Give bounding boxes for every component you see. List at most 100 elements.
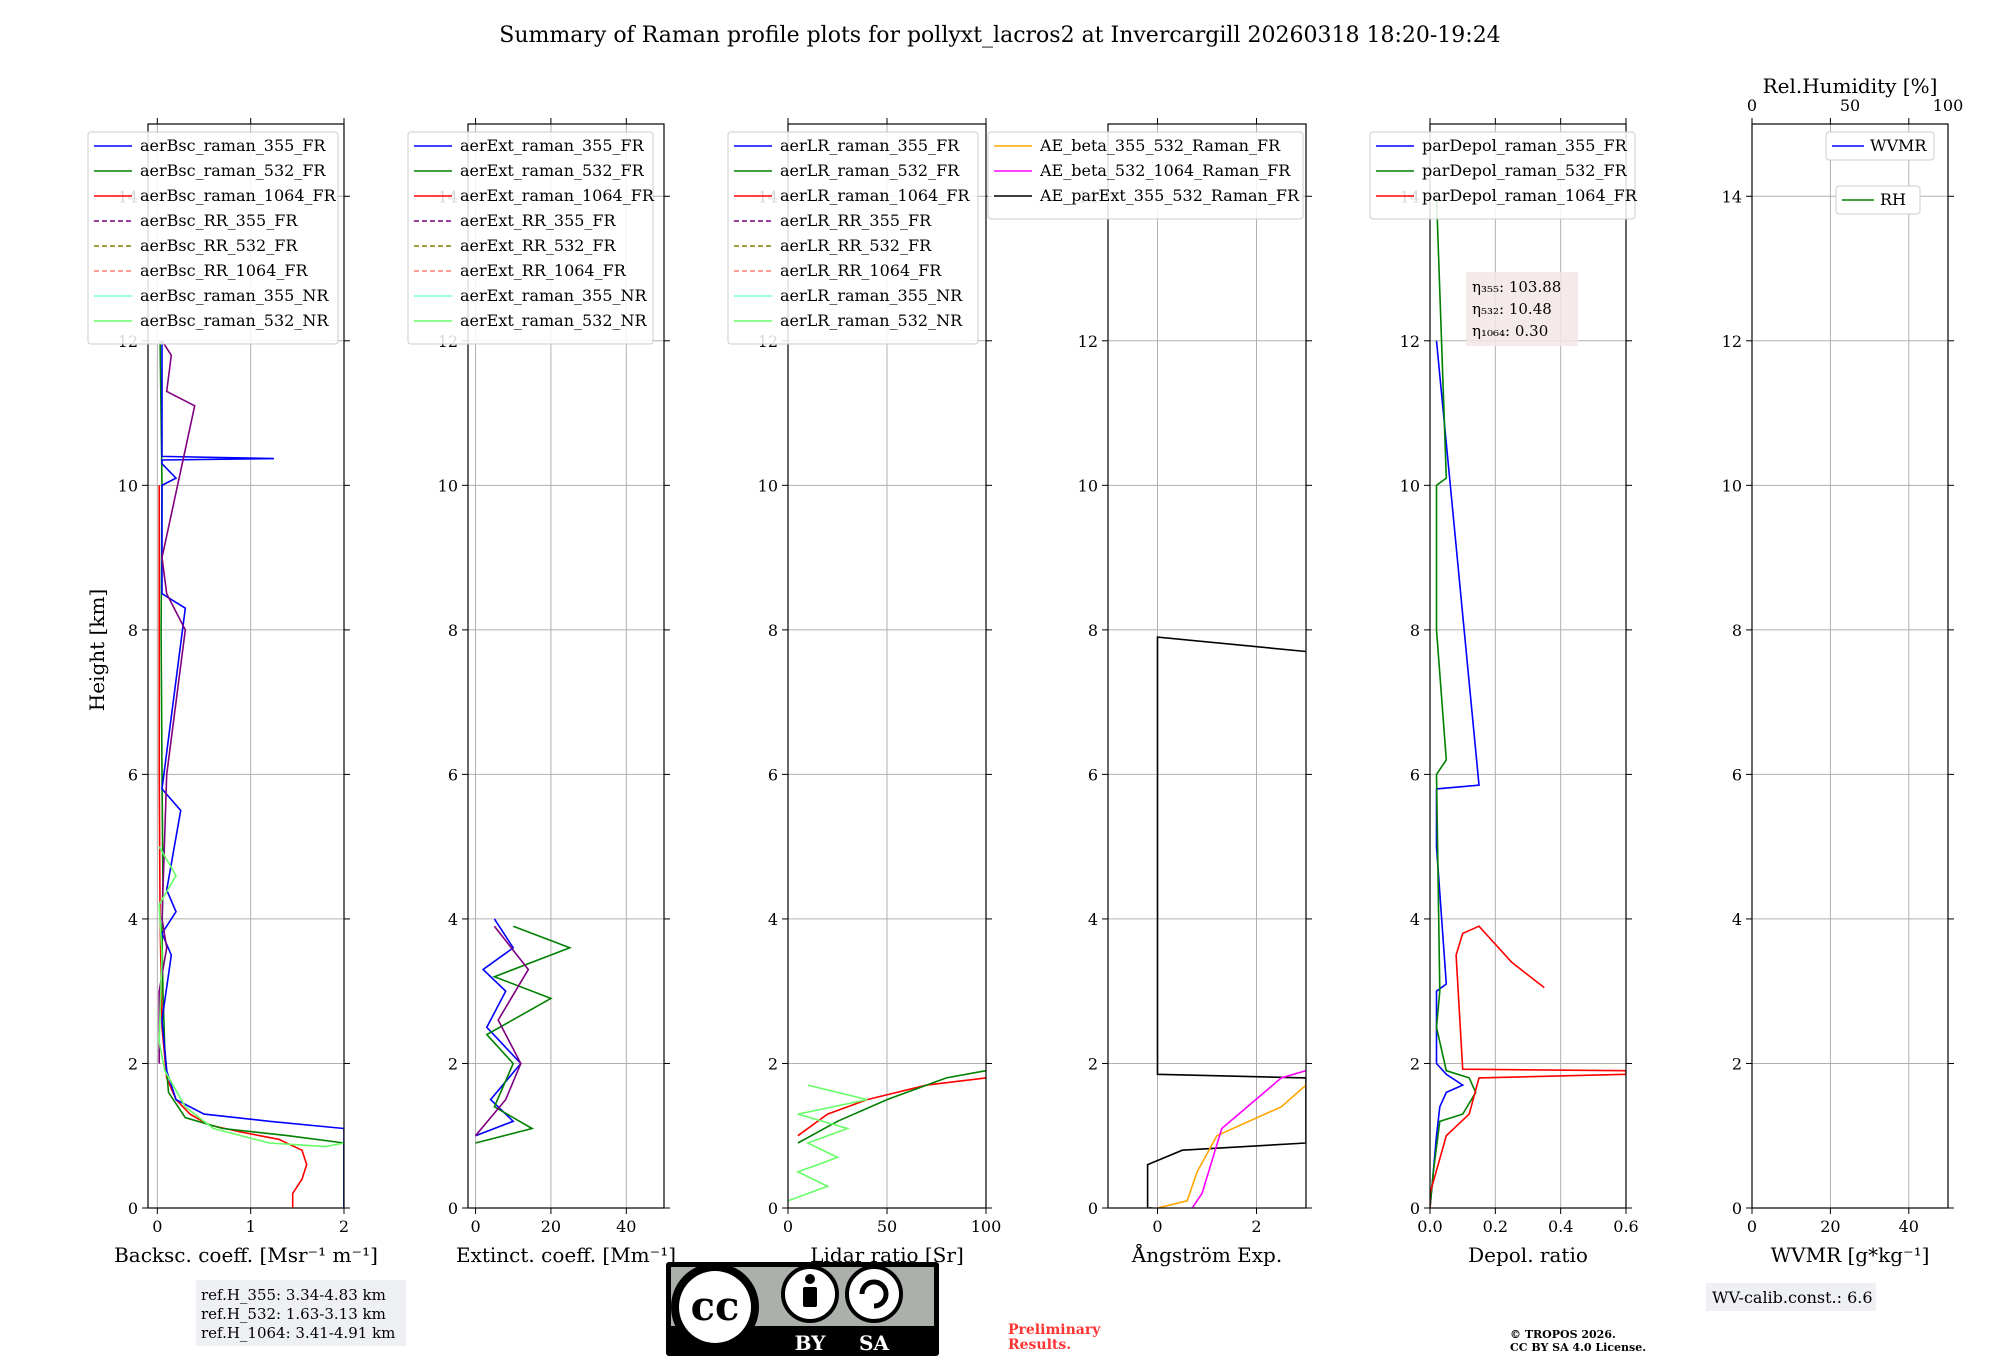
series-AE_beta_355_532_Raman_FR	[1157, 1084, 1306, 1208]
panel-wvmr: 0 20 40 0 2 4 6 8 10 12 14 WVMR [g*kg⁻¹] Rel.Humidit…	[1722, 74, 1964, 1267]
legend-entry: AE_parExt_355_532_Raman_FR	[1039, 186, 1300, 205]
x-tick-label: 2	[1251, 1217, 1261, 1236]
series-aerLR_raman_532_NR	[788, 1084, 868, 1202]
y-tick-label: 0	[1410, 1199, 1420, 1218]
y-tick-label: 2	[1088, 1054, 1098, 1073]
axes-frame	[467, 123, 665, 1209]
series-parDepol_raman_532_FR	[1430, 196, 1477, 1208]
series-aerBsc_raman_355_FR	[161, 340, 344, 1208]
annotation-line: η₁₀₆₄: 0.30	[1472, 322, 1548, 340]
rh-tick-label: 0	[1747, 96, 1757, 115]
series-group	[158, 340, 344, 1208]
preliminary-line-2: Results.	[1008, 1337, 1071, 1353]
y-axis-label: Height [km]	[85, 589, 109, 711]
copyright-line-1: © TROPOS 2026.	[1510, 1328, 1616, 1341]
legend-entry: aerBsc_RR_1064_FR	[140, 261, 309, 280]
y-tick-label: 0	[1088, 1199, 1098, 1218]
legend-wvmr: WVMR	[1825, 131, 1935, 161]
legend-entry: aerExt_RR_532_FR	[460, 236, 617, 255]
cc-circle-inner	[679, 1271, 751, 1343]
x-tick-label: 0.2	[1483, 1217, 1508, 1236]
share-alike-icon	[845, 1265, 903, 1323]
legend-entry: aerLR_raman_355_NR	[780, 286, 963, 305]
ref-heights-box: ref.H_355: 3.34-4.83 km ref.H_532: 1.63-…	[196, 1280, 406, 1346]
y-tick-label: 2	[128, 1054, 138, 1073]
y-tick-label: 4	[1088, 910, 1098, 929]
x-tick-label: 40	[1899, 1217, 1919, 1236]
legend-box	[1835, 185, 1921, 215]
y-tick-label: 12	[1722, 332, 1742, 351]
series-AE_parExt_355_532_Raman_FR	[1146, 636, 1306, 1208]
legend-entry: aerExt_raman_355_NR	[460, 286, 648, 305]
x-tick-label: 0.6	[1613, 1217, 1638, 1236]
series-aerLR_raman_532_FR	[797, 1069, 986, 1144]
y-tick-label: 0	[128, 1199, 138, 1218]
y-tick-label: 8	[128, 621, 138, 640]
axes-frame	[1429, 123, 1627, 1209]
legend-box	[1369, 131, 1636, 220]
series-aerBsc_RR_355_FR	[158, 340, 196, 1064]
legend: aerLR_raman_355_FR aerLR_raman_532_FR aerL…	[727, 131, 979, 345]
legend-entry: aerBsc_raman_355_FR	[140, 136, 326, 155]
legend-box	[87, 131, 339, 345]
panel-ae: 0202468101214Ångström Exp.AE_beta_355_53…	[987, 118, 1312, 1267]
legend-entry: parDepol_raman_532_FR	[1422, 161, 1628, 180]
legend-entry: aerExt_RR_1064_FR	[460, 261, 627, 280]
x-tick-label: 0.0	[1417, 1217, 1442, 1236]
legend-entry: aerLR_raman_355_FR	[780, 136, 960, 155]
y-tick-label: 6	[1088, 765, 1098, 784]
y-tick-label: 2	[1410, 1054, 1420, 1073]
legend-entry: aerLR_raman_532_NR	[780, 311, 963, 330]
legend-entry: aerBsc_raman_1064_FR	[140, 186, 337, 205]
legend-entry: aerExt_RR_355_FR	[460, 211, 617, 230]
y-tick-label: 0	[1732, 1199, 1742, 1218]
y-tick-label: 2	[1732, 1054, 1742, 1073]
legend-entry: parDepol_raman_355_FR	[1422, 136, 1628, 155]
axes-frame	[1107, 123, 1307, 1209]
axes-frame	[147, 123, 345, 1209]
y-tick-label: 10	[758, 476, 778, 495]
x-tick-label: 0	[470, 1217, 480, 1236]
legend-entry: aerLR_RR_355_FR	[780, 211, 932, 230]
x-axis-label: WVMR [g*kg⁻¹]	[1771, 1243, 1930, 1267]
series-aerExt_RR_355_FR	[474, 925, 530, 1137]
y-tick-label: 4	[448, 910, 458, 929]
rh-tick-label: 50	[1840, 96, 1860, 115]
preliminary-line-1: Preliminary	[1008, 1322, 1101, 1338]
cc-license-badge: cc BY SA	[666, 1262, 939, 1356]
annotation-line: η₃₅₅: 103.88	[1472, 278, 1561, 296]
legend-entry: aerLR_RR_1064_FR	[780, 261, 942, 280]
annotation-line: η₅₃₂: 10.48	[1472, 300, 1552, 318]
series-AE_beta_532_1064_Raman_FR	[1191, 1069, 1306, 1208]
y-tick-label: 6	[768, 765, 778, 784]
legend: aerExt_raman_355_FR aerExt_raman_532_FRae…	[407, 131, 655, 345]
rh-tick-label: 100	[1933, 96, 1964, 115]
legend-entry: aerExt_raman_532_FR	[460, 161, 645, 180]
legend-entry: aerLR_raman_532_FR	[780, 161, 960, 180]
legend-entry: aerBsc_raman_532_NR	[140, 311, 329, 330]
x-tick-label: 20	[541, 1217, 561, 1236]
y-tick-label: 10	[1722, 476, 1742, 495]
x-tick-label: 20	[1820, 1217, 1840, 1236]
figure-title: Summary of Raman profile plots for polly…	[499, 23, 1500, 48]
y-tick-label: 0	[768, 1199, 778, 1218]
series-group	[1430, 196, 1626, 1208]
ref-height-532: ref.H_532: 1.63-3.13 km	[201, 1305, 386, 1323]
series-group	[1146, 636, 1306, 1208]
legend-entry: aerBsc_raman_355_NR	[140, 286, 329, 305]
ref-height-1064: ref.H_1064: 3.41-4.91 km	[201, 1324, 395, 1342]
legend-entry: aerBsc_RR_355_FR	[140, 211, 298, 230]
legend-entry: aerBsc_RR_532_FR	[140, 236, 298, 255]
sa-label: SA	[859, 1331, 889, 1355]
x-tick-label: 0	[1747, 1217, 1757, 1236]
panel-ext: 0204002468101214Extinct. coeff. [Mm⁻¹]ae…	[407, 118, 676, 1267]
x-tick-label: 0	[783, 1217, 793, 1236]
legend-entry: AE_beta_532_1064_Raman_FR	[1039, 161, 1291, 180]
legend-rh: RH	[1835, 185, 1921, 215]
series-aerBsc_raman_532_FR	[159, 340, 344, 1208]
y-tick-label: 6	[1410, 765, 1420, 784]
legend-box	[407, 131, 654, 345]
legend-entry: RH	[1880, 190, 1906, 209]
legend-entry: aerExt_raman_1064_FR	[460, 186, 655, 205]
